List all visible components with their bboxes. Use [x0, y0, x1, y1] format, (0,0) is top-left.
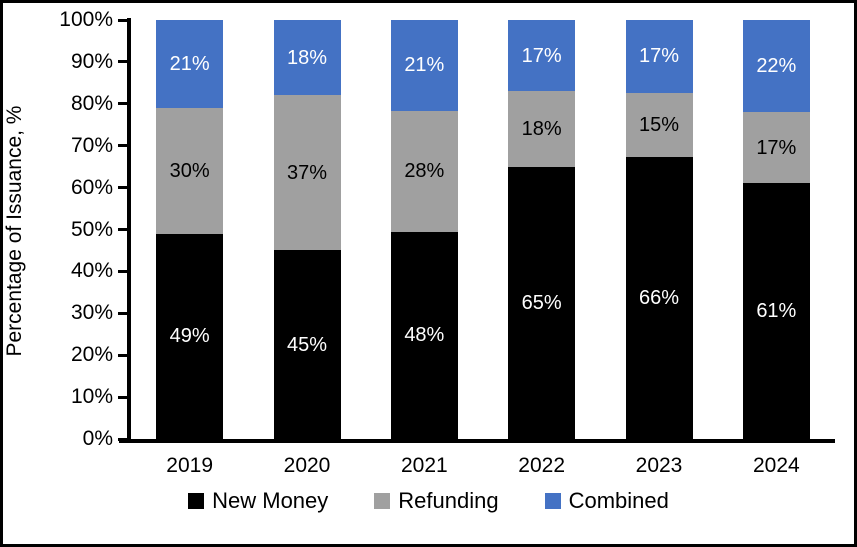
y-tick-label: 60%	[70, 175, 113, 199]
y-tick-label: 0%	[82, 427, 113, 450]
segment-data-label: 66%	[638, 286, 680, 309]
segment-data-label: 18%	[286, 46, 328, 69]
y-tick-label: 100%	[59, 8, 113, 31]
legend-item-refunding: Refunding	[374, 488, 499, 514]
bar-segment-new-money	[508, 166, 576, 439]
y-tick-mark	[118, 228, 127, 231]
bar-segment-new-money	[390, 231, 458, 439]
segment-data-label: 49%	[169, 325, 210, 348]
segment-data-label: 22%	[756, 55, 797, 78]
bar-segment-new-money	[625, 156, 693, 439]
bar-segment-new-money	[273, 250, 341, 439]
segment-data-label: 15%	[638, 113, 680, 136]
bar-segment-combined	[273, 20, 341, 96]
segment-data-label: 17%	[521, 44, 562, 67]
legend: New Money Refunding Combined	[3, 488, 854, 514]
bar-segment-new-money	[742, 183, 810, 439]
x-axis-line	[119, 439, 835, 443]
x-axis-label: 2019	[166, 454, 214, 477]
segment-data-label: 65%	[521, 291, 562, 314]
bar-segment-combined	[742, 20, 810, 113]
segment-data-label: 48%	[404, 324, 445, 347]
segment-data-label: 45%	[286, 333, 328, 356]
y-tick-mark	[118, 269, 127, 273]
bar-segment-new-money	[156, 233, 224, 439]
x-axis-label: 2023	[635, 454, 683, 477]
y-tick-label: 90%	[70, 49, 113, 73]
segment-data-label: 17%	[638, 45, 680, 68]
segment-data-label: 17%	[756, 136, 797, 159]
segment-data-label: 61%	[756, 300, 797, 323]
y-tick-mark	[118, 353, 127, 357]
bar-segment-refunding	[273, 95, 341, 251]
x-axis-label: 2022	[518, 454, 566, 477]
bar-segment-combined	[156, 20, 224, 108]
y-tick-mark	[118, 437, 127, 441]
legend-swatch-icon	[188, 493, 205, 509]
x-axis-label: 2021	[400, 454, 448, 477]
legend-label: Combined	[568, 488, 669, 513]
y-tick-mark	[118, 144, 127, 148]
bar-segment-refunding	[508, 91, 576, 167]
y-tick-label: 20%	[70, 343, 113, 367]
y-tick-mark	[118, 395, 127, 399]
legend-swatch-icon	[544, 493, 561, 509]
y-tick-mark	[118, 186, 127, 190]
bar-segment-combined	[625, 20, 693, 93]
bar-segment-refunding	[390, 110, 458, 232]
legend-label: New Money	[212, 488, 329, 513]
y-tick-label: 70%	[70, 133, 113, 157]
y-tick-mark	[118, 60, 127, 64]
y-tick-label: 80%	[70, 91, 113, 115]
y-tick-label: 30%	[70, 301, 113, 325]
legend-label: Refunding	[398, 488, 499, 513]
x-axis-label: 2024	[752, 454, 800, 477]
x-axis-label: 2020	[283, 454, 331, 477]
legend-item-combined: Combined	[544, 488, 669, 514]
segment-data-label: 18%	[521, 117, 562, 140]
bar-segment-combined	[390, 20, 458, 111]
y-axis-line	[127, 18, 131, 442]
bar-segment-combined	[508, 20, 576, 92]
y-axis-title: Percentage of Issuance, %	[3, 105, 26, 357]
legend-item-new-money: New Money	[188, 488, 328, 514]
y-tick-mark	[118, 18, 127, 22]
segment-data-label: 21%	[169, 52, 210, 75]
legend-swatch-icon	[374, 493, 391, 509]
y-tick-label: 10%	[70, 385, 113, 409]
y-tick-label: 40%	[70, 259, 113, 283]
segment-data-label: 37%	[286, 161, 328, 184]
bar-segment-refunding	[156, 107, 224, 234]
segment-data-label: 21%	[404, 54, 445, 77]
bar-segment-refunding	[625, 92, 693, 157]
y-tick-label: 50%	[70, 217, 113, 241]
segment-data-label: 28%	[404, 160, 445, 183]
y-tick-mark	[118, 102, 127, 106]
y-tick-mark	[118, 311, 127, 315]
bar-segment-refunding	[742, 112, 810, 184]
segment-data-label: 30%	[169, 159, 210, 182]
